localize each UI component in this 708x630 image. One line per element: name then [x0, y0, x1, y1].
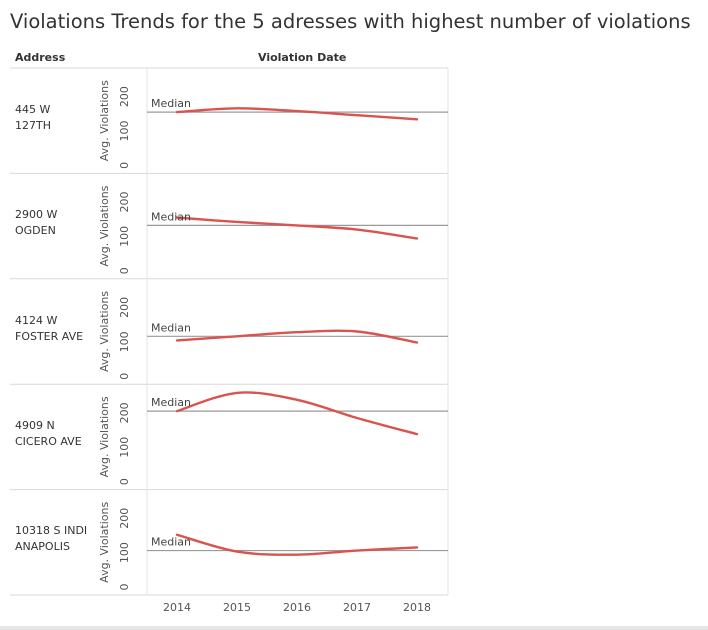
- address-line: 10318 S INDI: [15, 524, 88, 537]
- y-tick-label: 100: [118, 331, 131, 352]
- y-tick-label: 200: [118, 508, 131, 529]
- address-line: OGDEN: [15, 224, 56, 237]
- y-tick-label: 0: [118, 162, 131, 169]
- address-line: FOSTER AVE: [15, 330, 84, 343]
- median-label: Median: [151, 97, 191, 110]
- address-line: 445 W: [15, 103, 51, 116]
- y-tick-label: 200: [118, 297, 131, 318]
- x-tick-label: 2016: [283, 601, 311, 614]
- address-label-3: 4124 W FOSTER AVE: [15, 313, 95, 345]
- trend-line: [175, 391, 419, 436]
- y-tick-label: 100: [118, 226, 131, 247]
- trend-line: [175, 107, 419, 121]
- address-label-5: 10318 S INDI ANAPOLIS: [15, 523, 95, 555]
- bottom-scroll-track: [0, 626, 708, 630]
- address-line: 2900 W: [15, 208, 58, 221]
- y-tick-label: 100: [118, 542, 131, 563]
- y-tick-label: 0: [118, 478, 131, 485]
- x-tick-label: 2018: [403, 601, 431, 614]
- address-column-header: Address: [15, 51, 66, 64]
- address-label-4: 4909 N CICERO AVE: [15, 418, 95, 450]
- y-tick-label: 0: [118, 267, 131, 274]
- y-tick-label: 0: [118, 373, 131, 380]
- address-line: 127TH: [15, 119, 51, 132]
- trend-line: [175, 329, 419, 344]
- address-line: 4909 N: [15, 419, 55, 432]
- address-label-2: 2900 W OGDEN: [15, 207, 95, 239]
- y-tick-label: 100: [118, 437, 131, 458]
- median-label: Median: [151, 536, 191, 549]
- address-line: ANAPOLIS: [15, 540, 70, 553]
- trend-line: [175, 216, 419, 240]
- y-tick-label: 200: [118, 86, 131, 107]
- y-axis-title: Avg. Violations: [98, 502, 111, 583]
- y-tick-label: 0: [118, 584, 131, 591]
- address-label-1: 445 W 127TH: [15, 102, 95, 134]
- address-line: 4124 W: [15, 314, 58, 327]
- y-tick-label: 100: [118, 121, 131, 142]
- x-tick-label: 2015: [223, 601, 251, 614]
- address-line: CICERO AVE: [15, 435, 82, 448]
- median-label: Median: [151, 396, 191, 409]
- y-tick-label: 200: [118, 192, 131, 213]
- x-tick-label: 2017: [343, 601, 371, 614]
- median-label: Median: [151, 321, 191, 334]
- y-axis-title: Avg. Violations: [98, 80, 111, 161]
- y-axis-title: Avg. Violations: [98, 396, 111, 477]
- x-tick-label: 2014: [163, 601, 191, 614]
- violation-date-column-header: Violation Date: [258, 51, 347, 64]
- trend-line: [175, 533, 419, 556]
- median-label: Median: [151, 210, 191, 223]
- y-axis-title: Avg. Violations: [98, 291, 111, 372]
- y-axis-title: Avg. Violations: [98, 185, 111, 266]
- y-tick-label: 200: [118, 402, 131, 423]
- chart-title: Violations Trends for the 5 adresses wit…: [10, 10, 691, 33]
